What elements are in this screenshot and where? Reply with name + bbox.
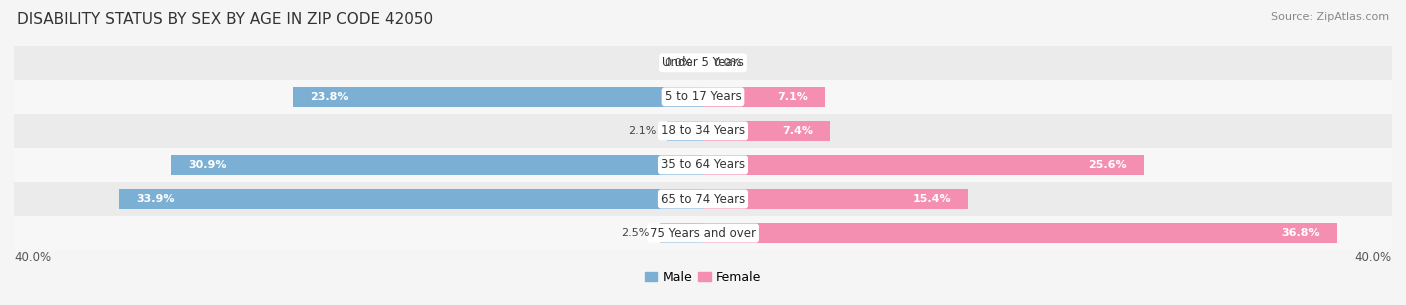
Bar — [14, 148, 1392, 182]
Text: 15.4%: 15.4% — [912, 194, 950, 204]
Text: 2.5%: 2.5% — [621, 228, 650, 238]
Text: 33.9%: 33.9% — [136, 194, 174, 204]
Bar — [703, 87, 825, 107]
Bar — [292, 87, 703, 107]
Bar — [703, 155, 1144, 175]
Text: 7.4%: 7.4% — [782, 126, 813, 136]
Text: 18 to 34 Years: 18 to 34 Years — [661, 124, 745, 137]
Bar — [14, 80, 1392, 114]
Text: 40.0%: 40.0% — [1355, 251, 1392, 264]
Text: 2.1%: 2.1% — [628, 126, 657, 136]
Text: 5 to 17 Years: 5 to 17 Years — [665, 90, 741, 103]
Text: DISABILITY STATUS BY SEX BY AGE IN ZIP CODE 42050: DISABILITY STATUS BY SEX BY AGE IN ZIP C… — [17, 12, 433, 27]
Bar — [14, 46, 1392, 80]
Bar — [170, 155, 703, 175]
Text: 75 Years and over: 75 Years and over — [650, 227, 756, 239]
Bar — [659, 223, 703, 243]
Bar — [120, 189, 703, 209]
Text: Under 5 Years: Under 5 Years — [662, 56, 744, 69]
Bar — [14, 114, 1392, 148]
Text: 40.0%: 40.0% — [14, 251, 51, 264]
Bar — [703, 223, 1337, 243]
Text: Source: ZipAtlas.com: Source: ZipAtlas.com — [1271, 12, 1389, 22]
Text: 7.1%: 7.1% — [778, 92, 808, 102]
Bar — [703, 189, 969, 209]
Text: 23.8%: 23.8% — [311, 92, 349, 102]
Text: 36.8%: 36.8% — [1281, 228, 1320, 238]
Bar — [14, 182, 1392, 216]
Text: 25.6%: 25.6% — [1088, 160, 1126, 170]
Text: 35 to 64 Years: 35 to 64 Years — [661, 159, 745, 171]
Bar — [703, 121, 831, 141]
Bar — [666, 121, 703, 141]
Legend: Male, Female: Male, Female — [640, 266, 766, 289]
Text: 0.0%: 0.0% — [713, 58, 741, 68]
Text: 0.0%: 0.0% — [665, 58, 693, 68]
Text: 65 to 74 Years: 65 to 74 Years — [661, 192, 745, 206]
Text: 30.9%: 30.9% — [188, 160, 226, 170]
Bar — [14, 216, 1392, 250]
